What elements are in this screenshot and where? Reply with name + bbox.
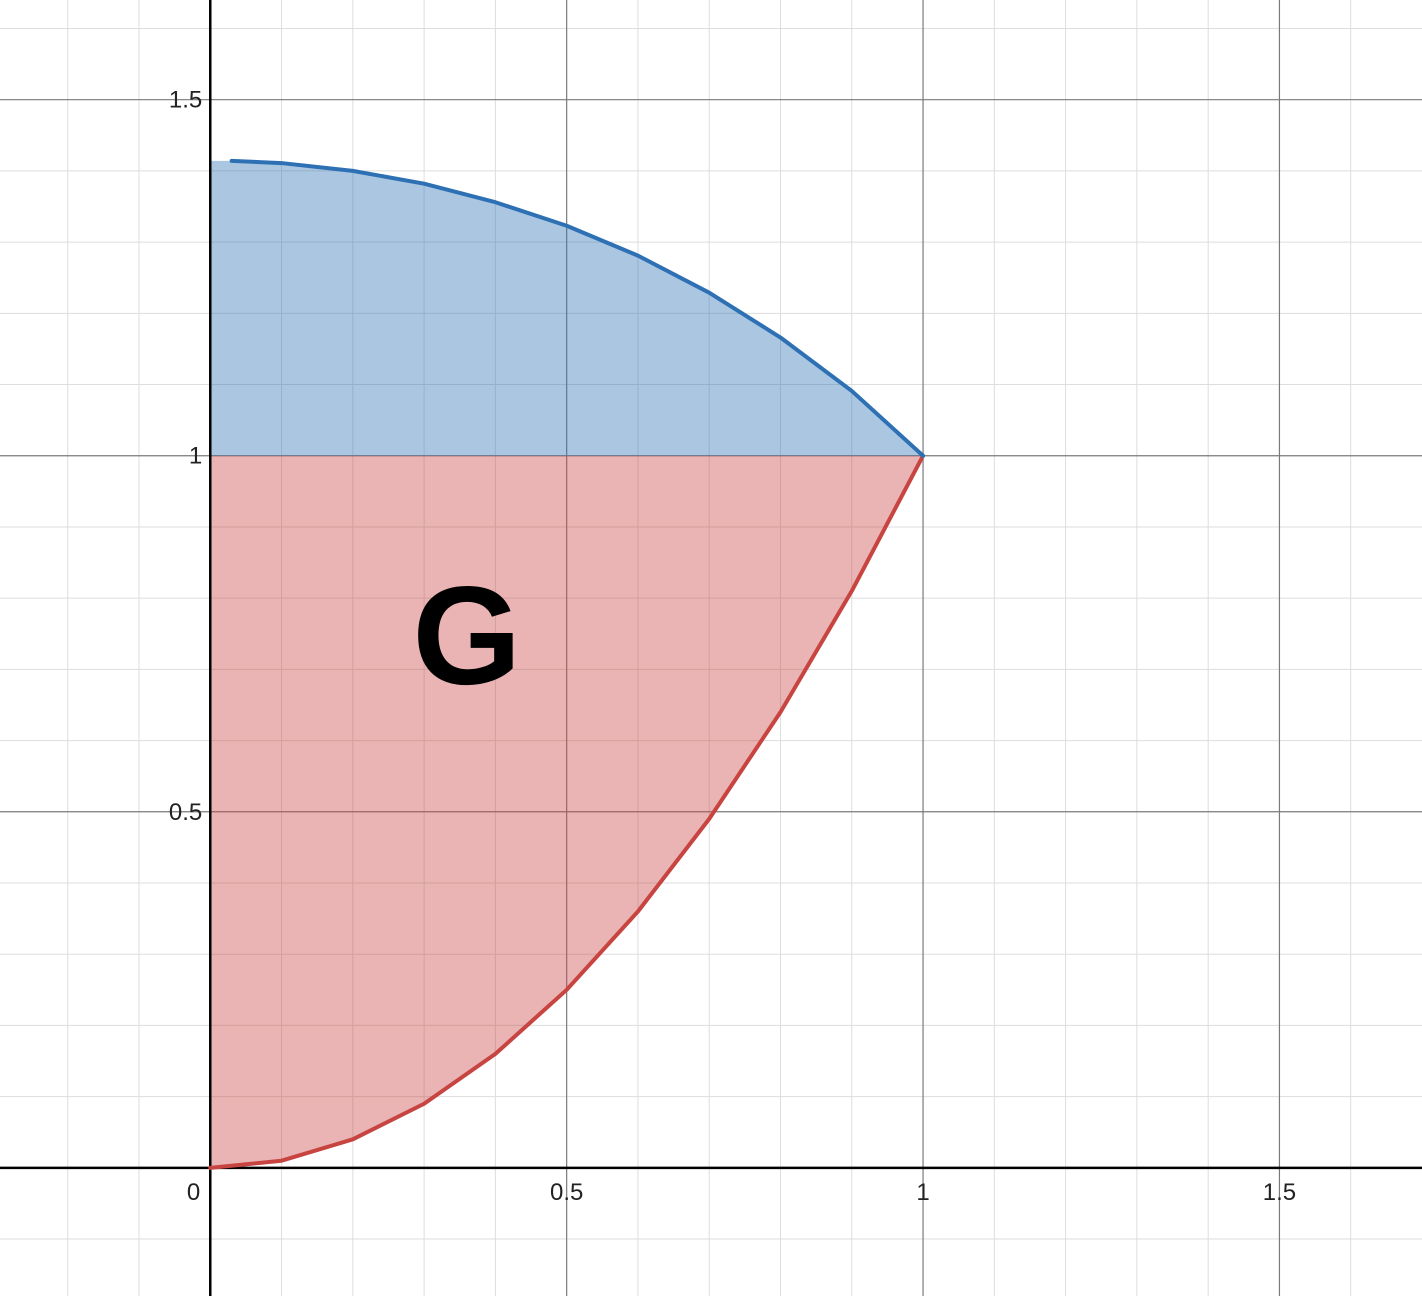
- y-tick-label: 1: [189, 443, 202, 470]
- y-tick-label: 1.5: [169, 87, 202, 114]
- curves: [208, 158, 926, 1170]
- tick-labels: 0.5 1 1.5 0.5 1 1.5 0: [169, 87, 1296, 1206]
- x-tick-label: 0.5: [550, 1179, 583, 1206]
- y-tick-label: 0.5: [169, 799, 202, 826]
- origin-label: 0: [187, 1179, 200, 1206]
- x-tick-label: 1.5: [1263, 1179, 1296, 1206]
- x-tick-label: 1: [916, 1179, 929, 1206]
- shaded-regions: [210, 160, 924, 1168]
- region-lower-red: [210, 455, 924, 1168]
- region-label-g: G: [412, 557, 521, 714]
- region-upper-blue: [210, 160, 924, 456]
- annotations: G: [412, 557, 521, 714]
